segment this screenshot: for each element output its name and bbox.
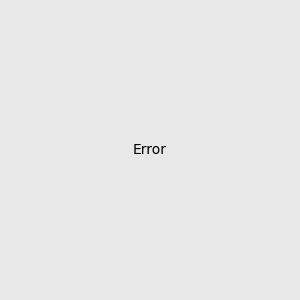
Text: Error: Error — [133, 143, 167, 157]
